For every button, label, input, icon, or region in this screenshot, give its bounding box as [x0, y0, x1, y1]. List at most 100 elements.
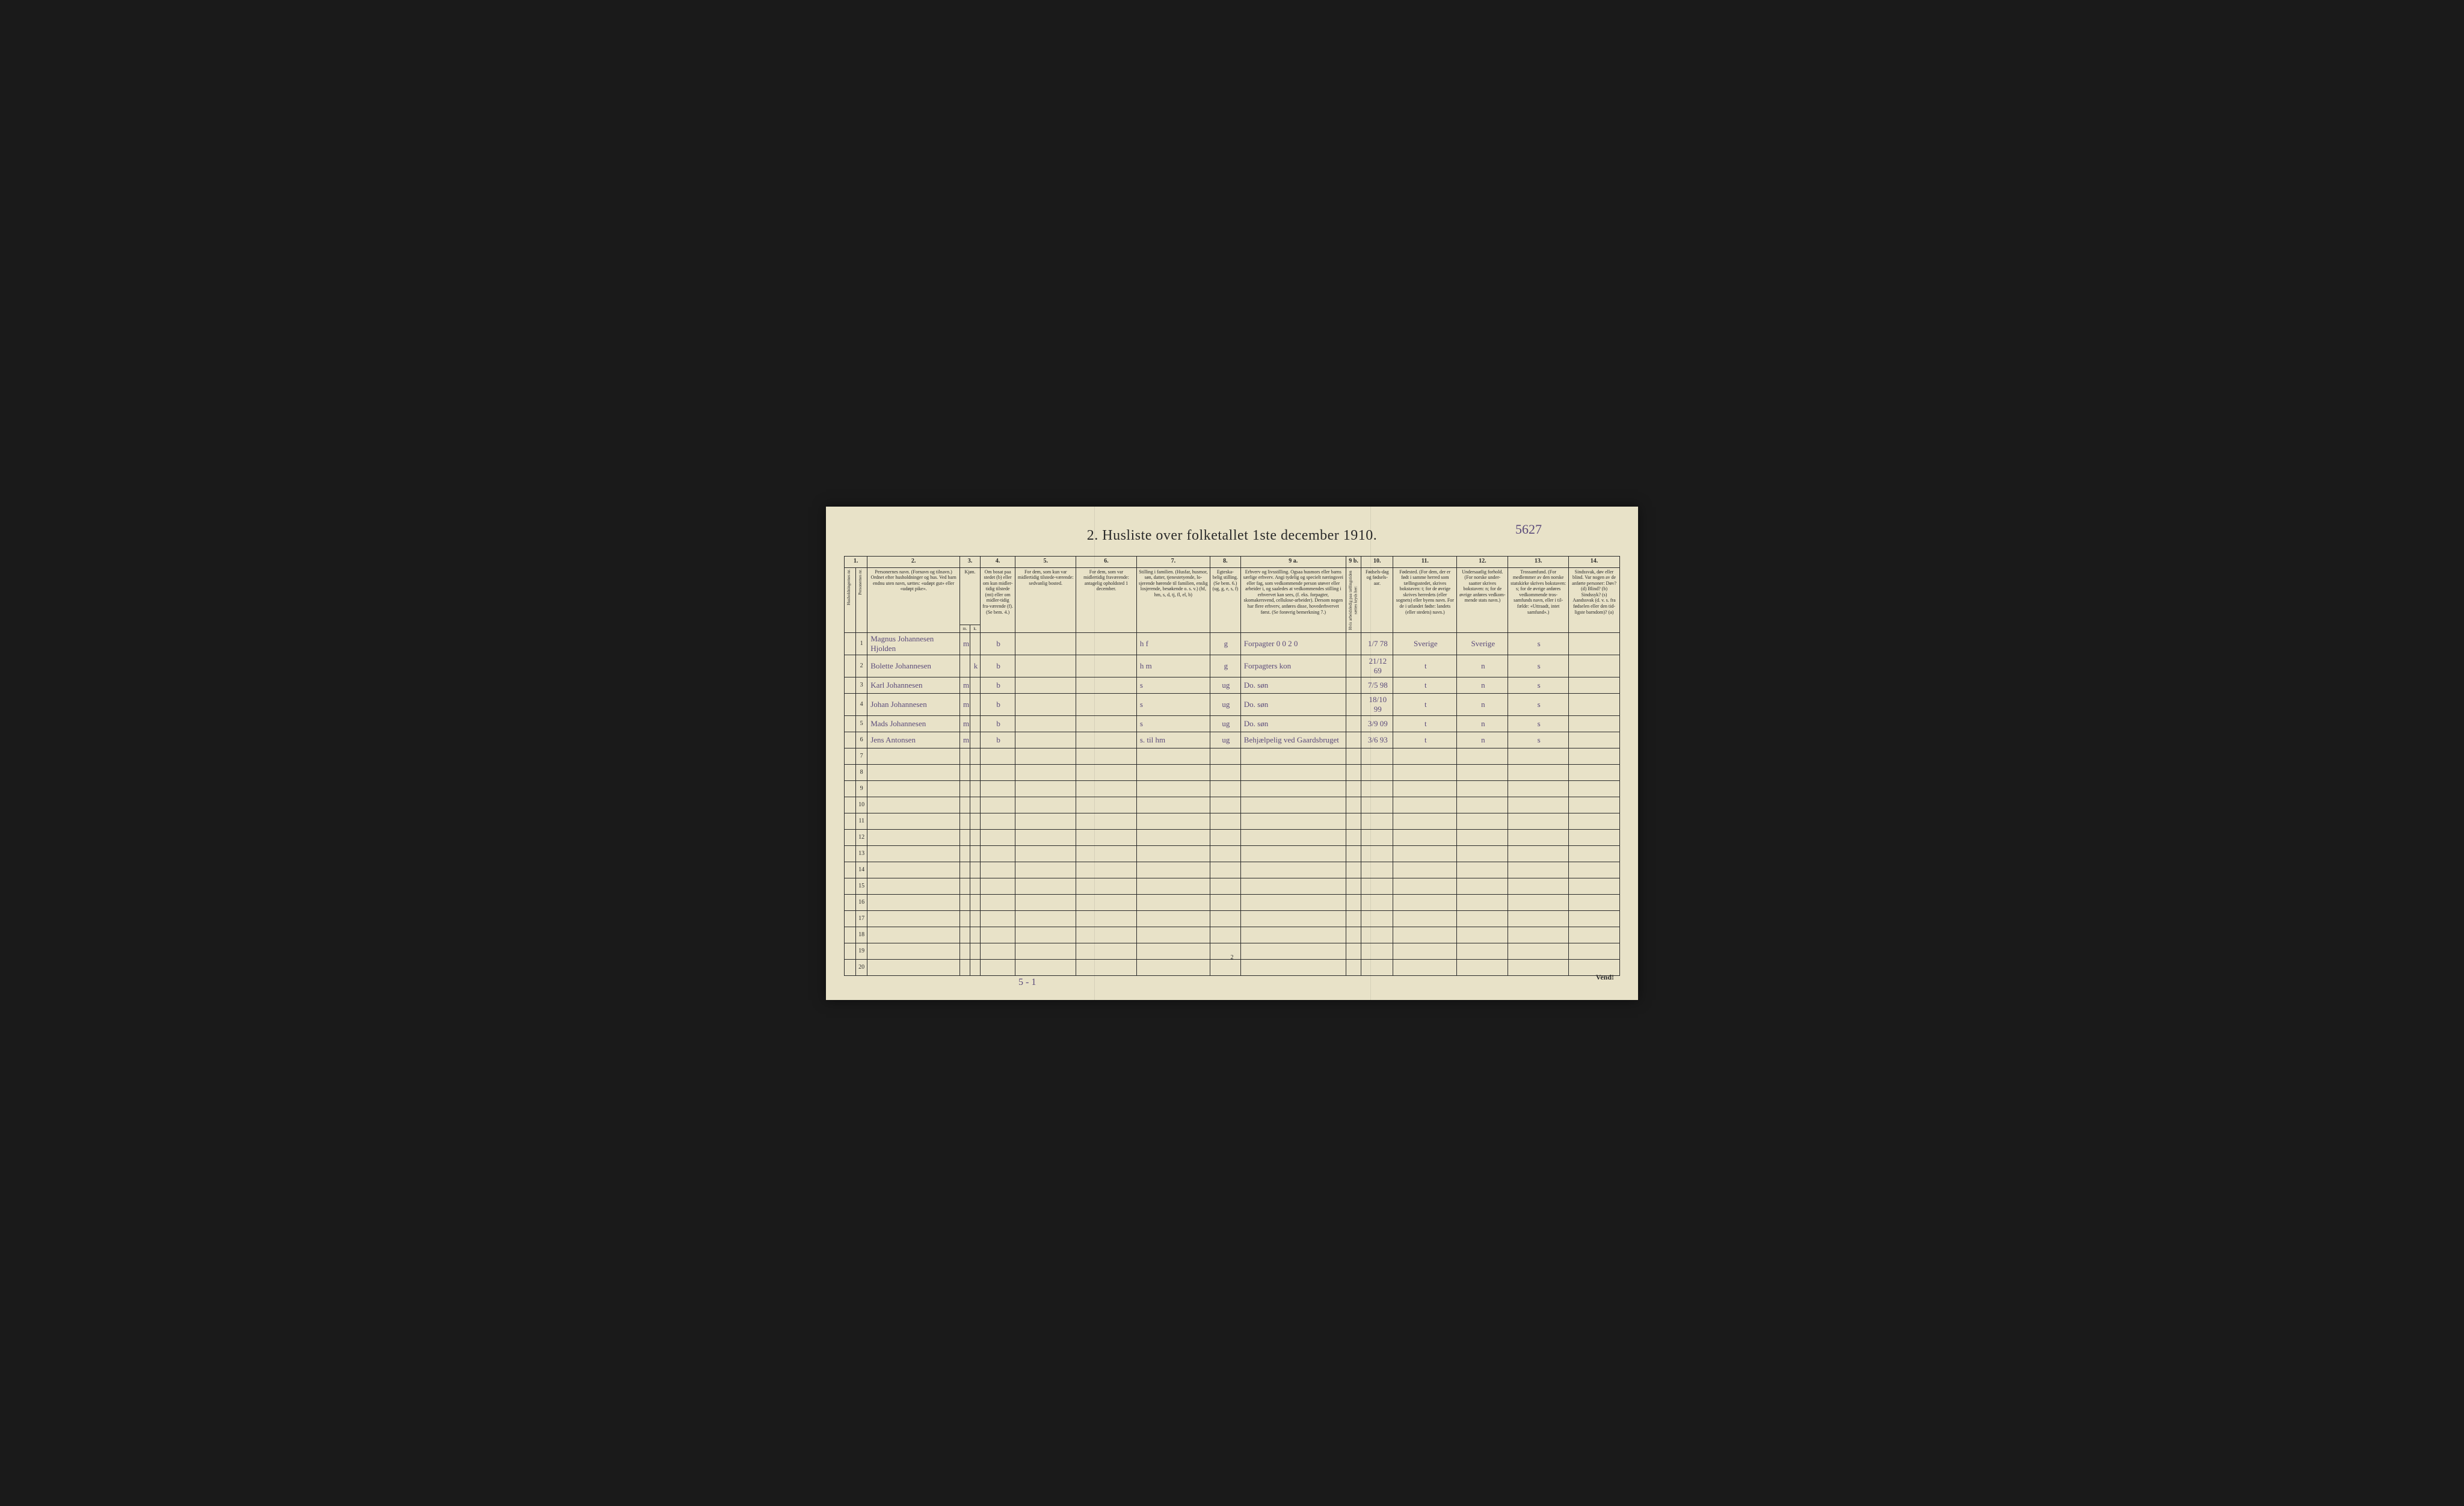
- cell: [1210, 927, 1240, 943]
- cell: [970, 878, 980, 894]
- cell: [1240, 780, 1346, 797]
- cell: [1569, 732, 1620, 748]
- cell: [867, 845, 960, 862]
- cell: 3: [856, 677, 867, 693]
- cell: [1076, 715, 1137, 732]
- cell: [1393, 878, 1457, 894]
- cell: [1240, 797, 1346, 813]
- cell: [980, 780, 1015, 797]
- cell: [960, 748, 970, 764]
- cell: [845, 780, 856, 797]
- cell: [867, 764, 960, 780]
- cell: [1015, 878, 1076, 894]
- cell: [867, 910, 960, 927]
- cell: [1393, 845, 1457, 862]
- cell: 3/9 09: [1361, 715, 1393, 732]
- cell: [1136, 813, 1210, 829]
- cell: [1076, 829, 1137, 845]
- cell: k: [970, 655, 980, 677]
- col-header: Kjøn.: [960, 567, 981, 625]
- cell: s: [1136, 677, 1210, 693]
- cell: b: [980, 632, 1015, 655]
- cell: [960, 845, 970, 862]
- cell: [1136, 845, 1210, 862]
- cell: [1457, 797, 1508, 813]
- cell: [1015, 845, 1076, 862]
- cell: t: [1393, 677, 1457, 693]
- cell: s: [1136, 715, 1210, 732]
- cell: 18/10 99: [1361, 693, 1393, 715]
- cell: [1361, 845, 1393, 862]
- cell: [1457, 748, 1508, 764]
- cell: 13: [856, 845, 867, 862]
- cell: [1240, 845, 1346, 862]
- table-row: 2Bolette Johannesenkbh mgForpagters kon2…: [845, 655, 1620, 677]
- cell: [1015, 715, 1076, 732]
- cell: [1457, 764, 1508, 780]
- cell: [1346, 959, 1361, 975]
- cell: [1015, 927, 1076, 943]
- cell: [980, 764, 1015, 780]
- cell: s: [1136, 693, 1210, 715]
- cell: [867, 943, 960, 959]
- cell: [1240, 927, 1346, 943]
- cell: [1569, 927, 1620, 943]
- cell: [1393, 764, 1457, 780]
- cell: [1569, 862, 1620, 878]
- cell: 6: [856, 732, 867, 748]
- col-header: Om bosat paa stedet (b) eller om kun mid…: [980, 567, 1015, 632]
- col-number: 10.: [1361, 556, 1393, 567]
- cell: [867, 878, 960, 894]
- cell: [1569, 878, 1620, 894]
- col-header: Hvis arbeidsledig paa tællingstiden sætt…: [1346, 567, 1361, 632]
- table-row: 8: [845, 764, 1620, 780]
- cell: [1393, 943, 1457, 959]
- cell: [970, 797, 980, 813]
- table-row: 3Karl JohannesenmbsugDo. søn7/5 98tns: [845, 677, 1620, 693]
- cell: [1136, 748, 1210, 764]
- cell: [1393, 862, 1457, 878]
- cell: [1508, 943, 1569, 959]
- col-header: Husholdningernes nr.: [845, 567, 856, 632]
- cell: [1569, 748, 1620, 764]
- cell: [1136, 764, 1210, 780]
- cell: [1457, 943, 1508, 959]
- cell: [867, 780, 960, 797]
- col-number: 3.: [960, 556, 981, 567]
- cell: Mads Johannesen: [867, 715, 960, 732]
- cell: [1346, 910, 1361, 927]
- cell: [1076, 677, 1137, 693]
- cell: 16: [856, 894, 867, 910]
- cell: [1569, 797, 1620, 813]
- cell: [1361, 943, 1393, 959]
- cell: [1508, 910, 1569, 927]
- cell: t: [1393, 655, 1457, 677]
- cell: [1015, 813, 1076, 829]
- cell: [1569, 764, 1620, 780]
- cell: [960, 829, 970, 845]
- cell: [1346, 797, 1361, 813]
- cell: [960, 655, 970, 677]
- cell: [1569, 715, 1620, 732]
- cell: [960, 959, 970, 975]
- table-row: 9: [845, 780, 1620, 797]
- cell: [1076, 959, 1137, 975]
- cell: [1076, 894, 1137, 910]
- census-page: 5627 2. Husliste over folketallet 1ste d…: [826, 507, 1638, 1000]
- cell: [1569, 910, 1620, 927]
- cell: 5: [856, 715, 867, 732]
- cell: [1361, 959, 1393, 975]
- table-row: 17: [845, 910, 1620, 927]
- cell: [960, 943, 970, 959]
- cell: [1361, 910, 1393, 927]
- cell: [960, 780, 970, 797]
- cell: [1076, 910, 1137, 927]
- cell: [845, 927, 856, 943]
- table-row: 7: [845, 748, 1620, 764]
- cell: [1569, 829, 1620, 845]
- table-row: 15: [845, 878, 1620, 894]
- cell: [1457, 927, 1508, 943]
- cell: [845, 910, 856, 927]
- cell: m: [960, 632, 970, 655]
- cell: [1210, 813, 1240, 829]
